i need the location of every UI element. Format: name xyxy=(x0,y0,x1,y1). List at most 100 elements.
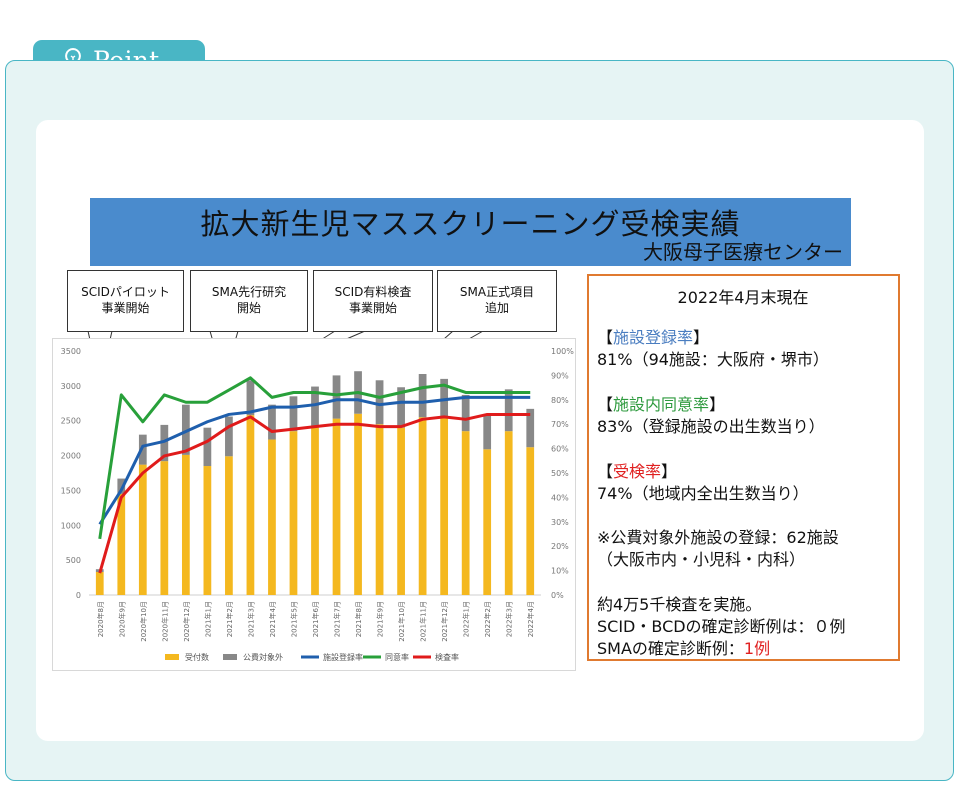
info-test-heading: 【受検率】 xyxy=(597,462,678,481)
info-summary-value: 1例 xyxy=(743,639,771,658)
x-tick-label: 2021年12月 xyxy=(440,601,449,642)
bar-received xyxy=(418,417,427,595)
callout-scid-pilot: SCIDパイロット 事業開始 xyxy=(67,270,184,332)
bar-non-public xyxy=(504,389,513,432)
bar-received xyxy=(268,439,276,595)
y-right-tick-label: 50% xyxy=(551,469,569,478)
x-tick-label: 2021年10月 xyxy=(397,601,406,642)
x-tick-label: 2021年4月 xyxy=(268,601,277,637)
bar-received xyxy=(203,466,212,595)
info-date: 2022年4月末現在 xyxy=(677,288,809,307)
x-tick-label: 2020年12月 xyxy=(182,601,191,642)
bar-received xyxy=(181,454,190,595)
bar-non-public xyxy=(440,378,449,417)
info-reg-heading: 【施設登録率】 xyxy=(597,328,710,347)
bar-non-public xyxy=(117,478,126,494)
x-tick-label: 2021年9月 xyxy=(376,601,385,637)
info-summary-line3: SMAの確定診断例：1例 xyxy=(597,635,770,659)
y-right-tick-label: 100% xyxy=(551,347,574,356)
y-right-tick-label: 0% xyxy=(551,591,564,600)
legend-label: 検査率 xyxy=(435,652,459,662)
legend-label: 公費対象外 xyxy=(243,652,283,662)
y-right-tick-label: 40% xyxy=(551,493,569,502)
info-reg-title: 施設登録率 xyxy=(613,328,694,347)
bar-received xyxy=(95,571,104,595)
info-panel: 2022年4月末現在 【施設登録率】 81%（94施設：大阪府・堺市） 【施設内… xyxy=(587,274,900,661)
x-tick-label: 2021年7月 xyxy=(333,601,342,637)
bar-non-public xyxy=(225,416,233,457)
bar-received xyxy=(461,431,470,595)
y-right-tick-label: 80% xyxy=(551,396,569,405)
y-left-tick-label: 3500 xyxy=(61,347,81,356)
bar-non-public xyxy=(268,404,276,440)
info-reg-value: 81%（94施設：大阪府・堺市） xyxy=(597,350,829,369)
x-tick-label: 2022年1月 xyxy=(462,601,471,637)
legend-swatch xyxy=(165,654,179,660)
legend-label: 施設登録率 xyxy=(323,652,363,662)
bar-received xyxy=(117,493,126,595)
y-left-tick-label: 3000 xyxy=(61,382,81,391)
callout-sma-official: SMA正式項目 追加 xyxy=(437,270,557,332)
banner-title: 拡大新生児マススクリーニング受検実績 xyxy=(200,207,741,241)
bar-received xyxy=(289,431,298,595)
callout-line1: SCID有料検査 xyxy=(334,285,412,299)
line-series-2 xyxy=(98,412,531,574)
x-tick-label: 2020年9月 xyxy=(117,601,126,637)
chart-container: 0 500 1000 1500 2000 2500 3000 3500 0% 10% 20% 30% 4… xyxy=(52,338,576,671)
x-tick-label: 2021年2月 xyxy=(225,601,234,637)
bar-received xyxy=(246,415,255,595)
bar-received xyxy=(354,413,362,595)
line-series-1 xyxy=(98,376,531,540)
bar-non-public xyxy=(332,375,341,419)
info-consent-value: 83%（登録施設の出生数当り） xyxy=(597,417,825,436)
bar-non-public xyxy=(375,380,384,425)
bar-received xyxy=(504,431,513,595)
info-test-title: 受検率 xyxy=(613,462,662,481)
callout-sma-research: SMA先行研究 開始 xyxy=(190,270,308,332)
x-tick-label: 2021年6月 xyxy=(311,601,320,637)
info-consent-heading: 【施設内同意率】 xyxy=(597,395,726,414)
bar-non-public xyxy=(289,396,298,432)
callout-line2: 事業開始 xyxy=(101,301,150,315)
y-left-tick-label: 0 xyxy=(76,591,81,600)
info-summary-prefix: SMAの確定診断例： xyxy=(597,639,744,658)
info-note-line2: （大阪市内・小児科・内科） xyxy=(597,550,806,569)
bar-non-public xyxy=(418,374,427,418)
x-tick-label: 2021年3月 xyxy=(246,601,255,637)
info-note-line1: ※公費対象外施設の登録：62施設 xyxy=(597,528,839,547)
line-series-0 xyxy=(98,395,531,526)
y-left-tick-label: 1500 xyxy=(61,486,81,495)
y-left-tick-label: 2500 xyxy=(61,417,81,426)
x-tick-label: 2021年8月 xyxy=(354,601,363,637)
y-left-tick-label: 500 xyxy=(66,556,81,565)
bar-non-public xyxy=(311,386,319,428)
y-right-tick-label: 60% xyxy=(551,445,569,454)
bar-received xyxy=(160,461,169,595)
x-tick-label: 2020年8月 xyxy=(96,601,105,637)
bar-received xyxy=(225,456,233,595)
callout-line1: SCIDパイロット xyxy=(81,285,170,299)
y-left-tick-label: 1000 xyxy=(61,521,81,530)
bar-received xyxy=(397,427,405,595)
y-right-tick-label: 10% xyxy=(551,567,569,576)
bar-received xyxy=(483,449,492,595)
callout-line2: 開始 xyxy=(236,301,261,315)
bar-non-public xyxy=(203,427,212,467)
callout-line2: 追加 xyxy=(484,301,509,315)
callout-line1: SMA先行研究 xyxy=(211,285,287,299)
bar-non-public xyxy=(461,394,470,432)
x-tick-label: 2022年4月 xyxy=(526,601,535,637)
callout-line1: SMA正式項目 xyxy=(459,285,535,299)
info-consent-title: 施設内同意率 xyxy=(613,395,710,414)
bar-received xyxy=(526,447,535,595)
bar-received xyxy=(332,418,341,595)
x-tick-label: 2020年10月 xyxy=(139,601,148,642)
bar-received xyxy=(375,424,384,595)
bar-non-public xyxy=(181,404,190,455)
bar-non-public xyxy=(160,424,169,462)
bar-received xyxy=(138,464,147,595)
banner-subtitle: 大阪母子医療センター xyxy=(643,240,843,264)
callout-line2: 事業開始 xyxy=(348,301,397,315)
y-right-tick-label: 30% xyxy=(551,518,569,527)
bar-non-public xyxy=(483,414,492,450)
